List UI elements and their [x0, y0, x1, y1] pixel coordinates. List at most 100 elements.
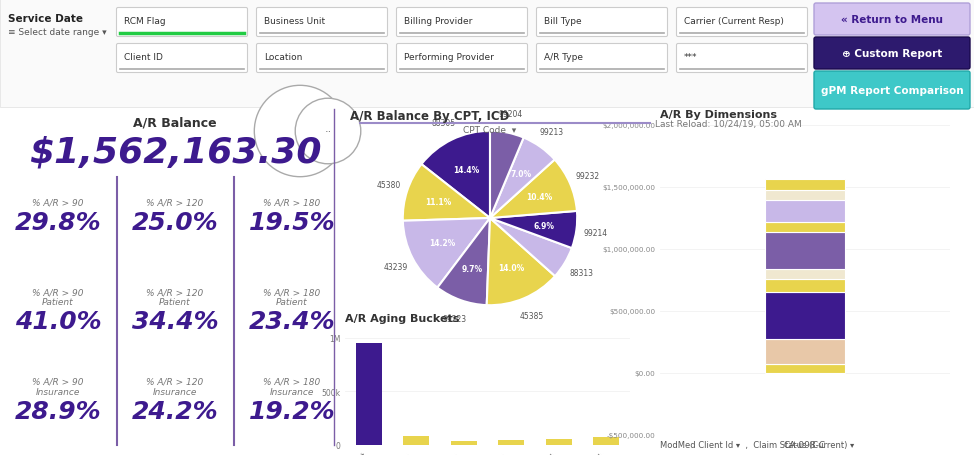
Text: gPM Report Comparison: gPM Report Comparison [821, 86, 963, 96]
Text: ··: ·· [324, 127, 331, 136]
Text: Service Date: Service Date [8, 14, 83, 24]
Text: % A/R > 120: % A/R > 120 [146, 377, 204, 386]
Text: % A/R > 90: % A/R > 90 [32, 197, 84, 207]
Text: Patient: Patient [159, 298, 191, 306]
Text: 25.0%: 25.0% [131, 211, 218, 234]
Text: 10.4%: 10.4% [527, 192, 552, 202]
Bar [766, 270, 844, 280]
Bar [766, 201, 844, 223]
Wedge shape [490, 138, 554, 218]
Text: « Return to Menu: « Return to Menu [841, 15, 943, 25]
FancyBboxPatch shape [396, 9, 528, 37]
Text: Location: Location [264, 53, 302, 62]
Text: % A/R > 180: % A/R > 180 [263, 197, 320, 207]
Bar [498, 440, 524, 445]
Text: 9.7%: 9.7% [462, 265, 482, 274]
Text: Client ID: Client ID [124, 53, 163, 62]
Wedge shape [490, 212, 578, 248]
Text: 7.0%: 7.0% [510, 170, 532, 179]
Text: ***: *** [684, 53, 697, 62]
Text: A/R Balance: A/R Balance [133, 116, 217, 129]
Text: Patient: Patient [277, 298, 308, 306]
Text: Performing Provider: Performing Provider [404, 53, 494, 62]
Text: 88305: 88305 [431, 119, 456, 127]
Bar [766, 339, 844, 364]
Text: 6.9%: 6.9% [533, 221, 554, 230]
Wedge shape [403, 218, 490, 288]
Text: 14.4%: 14.4% [453, 166, 479, 174]
Bar [766, 233, 844, 270]
Text: Bill Type: Bill Type [544, 17, 581, 26]
Text: % A/R > 180: % A/R > 180 [263, 377, 320, 386]
Text: 99214: 99214 [583, 228, 608, 238]
Text: ≡ Select date range ▾: ≡ Select date range ▾ [8, 28, 106, 37]
Bar [766, 364, 844, 373]
FancyBboxPatch shape [396, 45, 528, 73]
FancyBboxPatch shape [537, 45, 667, 73]
Bar [451, 441, 477, 445]
Bar [356, 344, 382, 445]
Text: % A/R > 120: % A/R > 120 [146, 288, 204, 296]
Text: 29.8%: 29.8% [15, 211, 101, 234]
Text: 28.9%: 28.9% [15, 399, 101, 423]
Bar [766, 191, 844, 201]
Text: 24.2%: 24.2% [131, 399, 218, 423]
Text: 99232: 99232 [576, 172, 600, 181]
Text: Last Reload: 10/24/19, 05:00 AM: Last Reload: 10/24/19, 05:00 AM [655, 119, 802, 128]
FancyBboxPatch shape [814, 38, 970, 70]
Bar [766, 292, 844, 339]
Text: 34.4%: 34.4% [131, 309, 218, 333]
Text: % A/R > 90: % A/R > 90 [32, 377, 84, 386]
Text: 99204: 99204 [499, 110, 523, 119]
Text: CPT Code  ▾: CPT Code ▾ [464, 126, 516, 135]
Bar [545, 439, 572, 445]
Wedge shape [403, 165, 490, 221]
Text: Business Unit: Business Unit [264, 17, 325, 26]
Bar [766, 180, 844, 191]
Text: Carrier (Current Resp): Carrier (Current Resp) [684, 17, 784, 26]
Wedge shape [490, 131, 524, 218]
Text: 14.2%: 14.2% [429, 239, 455, 248]
Text: Insurance: Insurance [153, 387, 197, 396]
Text: 45385: 45385 [519, 312, 543, 321]
FancyBboxPatch shape [0, 0, 974, 108]
Text: 19.2%: 19.2% [248, 399, 335, 423]
Text: 14.0%: 14.0% [498, 263, 524, 273]
Text: A/R By Dimensions: A/R By Dimensions [660, 109, 777, 119]
FancyBboxPatch shape [677, 45, 807, 73]
Text: % A/R > 90: % A/R > 90 [32, 288, 84, 296]
Wedge shape [437, 218, 490, 305]
Text: Patient: Patient [42, 298, 74, 306]
FancyBboxPatch shape [677, 9, 807, 37]
Bar [766, 280, 844, 292]
Wedge shape [422, 131, 490, 218]
FancyBboxPatch shape [256, 9, 388, 37]
Text: 45380: 45380 [377, 181, 401, 190]
Bar [593, 437, 619, 445]
FancyBboxPatch shape [256, 45, 388, 73]
Text: % A/R > 120: % A/R > 120 [146, 197, 204, 207]
Text: 88313: 88313 [569, 268, 593, 278]
FancyBboxPatch shape [117, 45, 247, 73]
Wedge shape [487, 218, 555, 305]
Text: ⎘: ⎘ [295, 124, 305, 139]
Text: 19.5%: 19.5% [248, 211, 335, 234]
Text: $1,562,163.30: $1,562,163.30 [29, 136, 321, 170]
Text: A/R Aging Buckets: A/R Aging Buckets [345, 314, 460, 324]
Text: 23.4%: 23.4% [248, 309, 335, 333]
Text: 99223: 99223 [442, 314, 467, 323]
Text: Insurance: Insurance [270, 387, 315, 396]
FancyBboxPatch shape [117, 9, 247, 37]
Wedge shape [490, 160, 577, 218]
Text: ModMed Client Id ▾  ,  Claim Status (Current) ▾: ModMed Client Id ▾ , Claim Status (Curre… [660, 440, 854, 449]
FancyBboxPatch shape [814, 4, 970, 36]
Text: % A/R > 180: % A/R > 180 [263, 288, 320, 296]
Text: 41.0%: 41.0% [15, 309, 101, 333]
Text: Billing Provider: Billing Provider [404, 17, 472, 26]
Bar [403, 436, 430, 445]
Text: 43239: 43239 [384, 263, 408, 272]
Text: A/R Balance By CPT, ICD: A/R Balance By CPT, ICD [350, 110, 509, 123]
Text: RCM Flag: RCM Flag [124, 17, 166, 26]
Text: 11.1%: 11.1% [426, 197, 452, 206]
Text: Insurance: Insurance [36, 387, 80, 396]
